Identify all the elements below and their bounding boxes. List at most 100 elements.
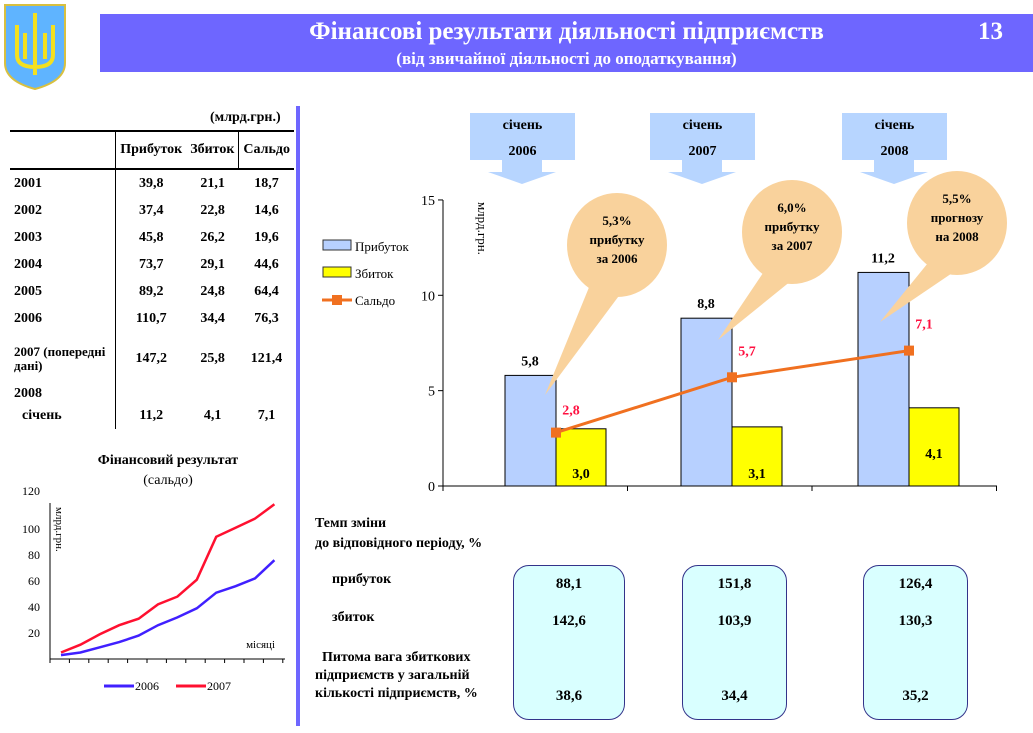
saldo-marker — [727, 372, 737, 383]
down-arrow-icon — [488, 160, 556, 184]
col-header: Збиток — [186, 130, 239, 170]
page-subtitle: (від звичайної діяльності до оподаткуван… — [396, 49, 737, 68]
period-month: січень — [682, 118, 723, 133]
bar-profit-label: 8,8 — [697, 297, 715, 312]
table-cell: 25,8 — [200, 351, 225, 366]
table-cell: 2004 — [14, 256, 42, 272]
profit-label: прибуток — [332, 572, 392, 587]
loss-share: 35,2 — [902, 688, 929, 704]
table-cell: 2002 — [14, 202, 42, 218]
period-year: 2007 — [688, 144, 717, 159]
profit-growth: 88,1 — [555, 576, 583, 592]
period-label: січень 2007 — [650, 113, 755, 160]
loss-label: збиток — [332, 610, 375, 625]
table-row: 2005 89,2 24,8 64,4 — [10, 278, 294, 305]
y-tick-label: 0 — [428, 480, 435, 495]
table-cell — [115, 386, 187, 402]
col-header: Прибуток — [115, 130, 187, 170]
growth-box: 88,1 142,6 38,6 — [513, 565, 625, 720]
share-label-3: кількості підприємств, % — [315, 686, 478, 701]
legend-label: Збиток — [355, 266, 394, 281]
chart-subtitle: (сальдо) — [143, 473, 193, 488]
callout-bubble — [907, 171, 1007, 275]
y-tick-label: 100 — [22, 522, 40, 536]
y-tick-label: 60 — [28, 574, 40, 588]
table-cell: 2006 — [14, 310, 42, 326]
table-cell: 121,4 — [250, 351, 283, 366]
table-cell: 18,7 — [254, 175, 279, 191]
down-arrow-icon — [860, 160, 928, 184]
callout-text: 5,3% — [602, 213, 631, 228]
loss-share: 38,6 — [555, 688, 583, 704]
table-cell: 2007 (попередні дані) — [14, 344, 106, 373]
period-year: 2006 — [508, 144, 537, 159]
table-cell: 2003 — [14, 229, 42, 245]
table-cell: 19,6 — [254, 229, 279, 245]
table-cell: 2005 — [14, 283, 42, 299]
table-cell: 2001 — [14, 175, 42, 191]
legend-label: 2007 — [207, 679, 231, 693]
legend-label: 2006 — [135, 679, 159, 693]
table-row: 2006 110,7 34,4 76,3 — [10, 305, 294, 332]
y-tick-label: 40 — [28, 600, 40, 614]
saldo-label: 5,7 — [738, 344, 756, 359]
table-row: 2001 39,8 21,1 18,7 — [10, 169, 294, 197]
coat-of-arms-icon — [4, 4, 66, 91]
y-axis-label: млрд.грн. — [53, 507, 65, 552]
period-label: січень 2006 — [470, 113, 575, 160]
table-cell: 7,1 — [257, 407, 276, 423]
col-header: Сальдо — [238, 130, 294, 170]
bar-loss-label: 3,1 — [748, 467, 766, 482]
saldo-label: 2,8 — [562, 404, 580, 419]
table-cell: 34,4 — [200, 310, 225, 326]
bar-loss — [908, 407, 960, 487]
table-cell: 26,2 — [200, 229, 225, 245]
monthly-bar-chart: 0 5 10 15 млрд.грн. 5,8 3,0 8,8 3,1 11,2 4,1 5,3% пр… — [322, 160, 1007, 495]
period-label: січень 2008 — [842, 113, 947, 160]
table-cell: 4,1 — [203, 407, 222, 423]
table-cell: 147,2 — [115, 332, 187, 386]
bar-loss-label: 4,1 — [925, 447, 943, 462]
results-table: Прибуток Збиток Сальдо 2001 39,8 21,1 18,7 2… — [10, 130, 294, 429]
callout-tail — [718, 267, 802, 340]
table-cell: 64,4 — [254, 283, 279, 299]
divider — [296, 106, 300, 726]
table-cell: 39,8 — [115, 169, 187, 197]
bar-profit-label: 5,8 — [521, 354, 539, 369]
bar-loss — [555, 428, 607, 487]
table-cell: 14,6 — [254, 202, 279, 218]
y-axis-label: млрд.грн. — [475, 202, 490, 255]
callout-text: прибутку — [590, 232, 645, 247]
x-axis-label: місяці — [246, 639, 275, 651]
y-tick-label: 15 — [421, 194, 435, 209]
table-row: 2004 73,7 29,1 44,6 — [10, 251, 294, 278]
table-cell: 89,2 — [115, 278, 187, 305]
table-unit: (млрд.грн.) — [210, 110, 281, 125]
table-cell — [239, 386, 294, 402]
table-cell: 45,8 — [115, 224, 187, 251]
growth-box: 126,4 130,3 35,2 — [863, 565, 968, 720]
table-cell: 37,4 — [115, 197, 187, 224]
saldo-label: 7,1 — [915, 318, 933, 333]
share-label-2: підприємств у загальній — [315, 668, 470, 683]
table-row: січень 11,2 4,1 7,1 — [10, 402, 294, 429]
growth-title: Темп зміни — [315, 516, 387, 531]
period-year: 2008 — [880, 144, 909, 159]
y-tick-label: 20 — [28, 626, 40, 640]
profit-growth: 126,4 — [898, 576, 933, 592]
period-month: січень — [502, 118, 543, 133]
loss-growth: 103,9 — [717, 613, 752, 629]
y-tick-label: 5 — [428, 385, 435, 400]
bar-profit-label: 11,2 — [871, 251, 895, 266]
callout-text: на 2008 — [935, 229, 979, 244]
down-arrow-icon — [668, 160, 736, 184]
table-row: 2002 37,4 22,8 14,6 — [10, 197, 294, 224]
growth-subtitle: до відповідного періоду, % — [315, 536, 483, 551]
saldo-line-chart: Фінансовий результат (сальдо) 20 40 60 80 100 1… — [22, 453, 285, 693]
period-month: січень — [874, 118, 915, 133]
table-cell: січень — [22, 407, 62, 423]
callout-text: прибутку — [765, 219, 820, 234]
table-row: 2003 45,8 26,2 19,6 — [10, 224, 294, 251]
bar-loss — [731, 426, 783, 487]
table-cell: 29,1 — [200, 256, 225, 272]
